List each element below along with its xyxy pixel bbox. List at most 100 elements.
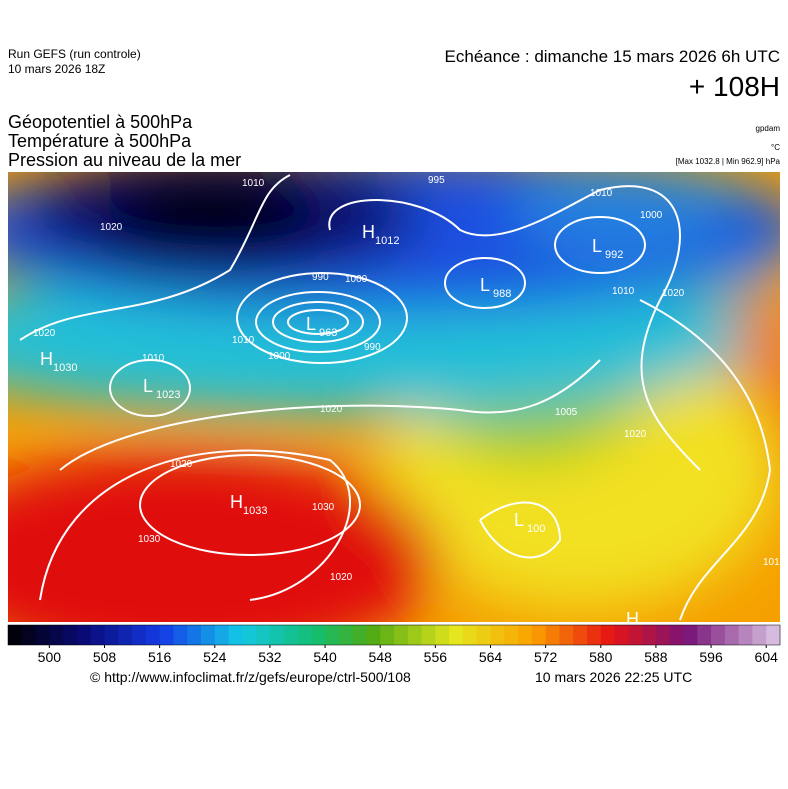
run: Run GEFS (run controle) [8, 47, 141, 61]
colorbar-tick-label: 524 [203, 649, 227, 665]
colorbar-swatch [435, 625, 450, 645]
colorbar-swatch [201, 625, 216, 645]
colorbar-tick-label: 596 [699, 649, 723, 665]
colorbar-swatch [366, 625, 381, 645]
pressure-range: [Max 1032.8 | Min 962.9] hPa [676, 157, 781, 166]
center-letter: L [592, 236, 602, 256]
colorbar-swatch [752, 625, 767, 645]
center-letter: L [514, 510, 524, 530]
colorbar-tick-label: 588 [644, 649, 668, 665]
colorbar-tick-label: 500 [38, 649, 62, 665]
colorbar-swatch [545, 625, 560, 645]
colorbar-swatch [145, 625, 161, 645]
isobar-label: 1020 [662, 288, 685, 299]
isobar-label: 1030 [312, 502, 335, 513]
colorbar-swatch [104, 625, 119, 645]
lead-time: + 108H [689, 71, 780, 102]
center-pressure: 1023 [156, 389, 180, 401]
center-letter: H [626, 609, 639, 629]
colorbar-frame [7, 624, 781, 646]
colorbar-swatch [228, 625, 243, 645]
colorbar-swatch [476, 625, 491, 645]
colorbar-swatch [8, 625, 23, 645]
isobars [19, 174, 772, 621]
colorbar-swatch [738, 625, 753, 645]
center-pressure: 963 [319, 327, 337, 339]
colorbar-swatch [173, 625, 188, 645]
colorbar-tick-label: 572 [534, 649, 558, 665]
center-letter: H [230, 492, 243, 512]
colorbar-swatch [76, 625, 92, 645]
colorbar-tick-label: 540 [313, 649, 337, 665]
isobar-label: 1010 [232, 335, 255, 346]
colorbar-swatch [63, 625, 78, 645]
colorbar-swatch [49, 625, 64, 645]
colorbar-swatch [504, 625, 519, 645]
center-letter: L [143, 376, 153, 396]
colorbar-swatch [187, 625, 202, 645]
isobar-label: 990 [312, 272, 329, 283]
colorbar-swatch [380, 625, 395, 645]
colorbar-swatch [518, 625, 533, 645]
colorbar-tick-label: 580 [589, 649, 613, 665]
center-pressure: 100 [527, 523, 545, 535]
echeance: Echéance : dimanche 15 mars 2026 6h UTC [445, 47, 780, 66]
colorbar-swatch [311, 625, 326, 645]
colorbar-tick-label: 516 [148, 649, 172, 665]
colorbar-swatch [242, 625, 257, 645]
isobar-label: 1010 [242, 178, 265, 189]
colorbar-swatch [256, 625, 271, 645]
colorbar-swatch [697, 625, 712, 645]
colorbar-swatch [559, 625, 574, 645]
colorbar-tick-label: 604 [755, 649, 779, 665]
colorbar-swatch [531, 625, 547, 645]
isobar-label: 1010 [763, 557, 786, 568]
center-letter: L [480, 275, 490, 295]
isobar-label: 1005 [555, 407, 578, 418]
center-letter: L [306, 314, 316, 334]
field: Pression au niveau de la mer [8, 150, 241, 170]
isobar-label: 990 [364, 342, 381, 353]
issued: 10 mars 2026 22:25 UTC [535, 669, 692, 685]
colorbar-swatch [766, 625, 781, 645]
colorbar-tick-label: 532 [258, 649, 282, 665]
colorbar-swatch [490, 625, 505, 645]
unit: gpdam [756, 124, 781, 133]
isobar-label: 995 [428, 175, 445, 186]
colorbar-swatch [90, 625, 105, 645]
colorbar-swatch [587, 625, 602, 645]
center-pressure: 1030 [53, 362, 77, 374]
unit: °C [771, 143, 780, 152]
colorbar-swatch [600, 625, 616, 645]
center-letter: H [40, 349, 53, 369]
colorbar-swatch [132, 625, 147, 645]
colorbar-swatch [214, 625, 230, 645]
colorbar-swatch [628, 625, 643, 645]
source-url: © http://www.infoclimat.fr/z/gefs/europe… [90, 669, 411, 685]
colorbar-swatch [655, 625, 671, 645]
colorbar-swatch [711, 625, 726, 645]
colorbar-tick-label: 556 [424, 649, 448, 665]
colorbar-swatch [352, 625, 367, 645]
colorbar-swatch [159, 625, 174, 645]
colorbar-swatch [724, 625, 740, 645]
center-pressure: 1033 [243, 505, 267, 517]
colorbar-swatch [614, 625, 629, 645]
colorbar-swatch [297, 625, 312, 645]
colorbar-swatch [683, 625, 698, 645]
field: Température à 500hPa [8, 131, 192, 151]
colorbar-swatch [35, 625, 50, 645]
isobar-label: 1010 [612, 286, 635, 297]
isobar-label: 1010 [142, 353, 165, 364]
run-date: 10 mars 2026 18Z [8, 62, 105, 76]
colorbar-swatch [325, 625, 340, 645]
isobar-label: 1000 [345, 274, 368, 285]
isobar-label: 1010 [590, 188, 613, 199]
colorbar-swatch [669, 625, 684, 645]
colorbar-tick-label: 508 [93, 649, 117, 665]
field: Géopotentiel à 500hPa [8, 112, 193, 132]
colorbar-swatch [21, 625, 37, 645]
isobar-label: 1000 [640, 210, 663, 221]
colorbar-swatch [118, 625, 133, 645]
